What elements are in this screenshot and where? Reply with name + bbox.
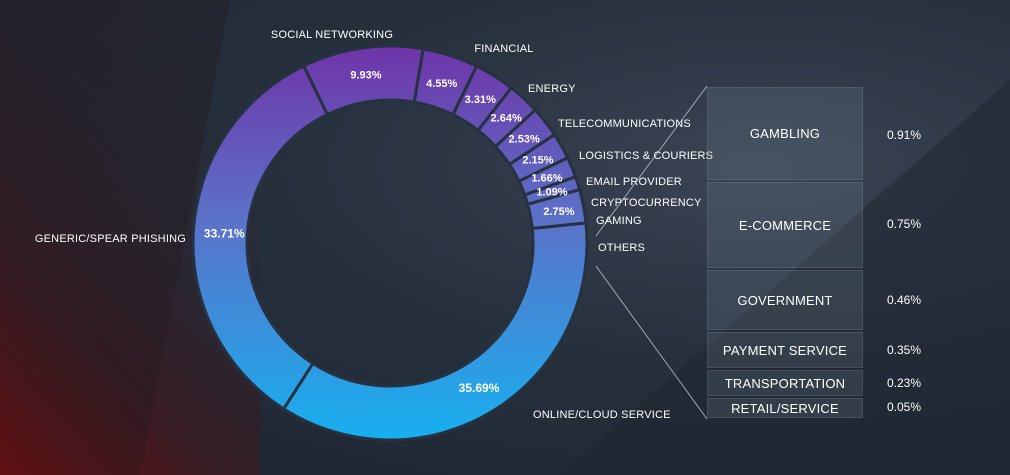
pct-label-gaming: 1.09% [536, 186, 567, 198]
table-row: GAMBLING 0.91% [707, 87, 1007, 180]
pct-label-energy: 3.31% [465, 94, 496, 106]
category-label-financial: FINANCIAL [474, 43, 533, 55]
table-row: GOVERNMENT 0.46% [707, 270, 1007, 330]
category-label-others: OTHERS [598, 242, 645, 254]
pct-label-social-networking: 9.93% [350, 70, 381, 82]
pct-label-online-cloud-service: 35.69% [459, 381, 500, 395]
leader-lines [595, 85, 708, 420]
category-label-social-networking: SOCIAL NETWORKING [271, 29, 393, 41]
pct-label-email-provider: 2.15% [522, 154, 553, 166]
category-labels: SOCIAL NETWORKING FINANCIAL ENERGY TELECOMM… [35, 29, 713, 421]
table-row: E-COMMERCE 0.75% [707, 182, 1007, 268]
pct-label-telecommunications: 2.64% [491, 113, 522, 125]
category-label-online-cloud-service: ONLINE/CLOUD SERVICE [533, 409, 671, 421]
pct-label-generic-spear-phishing: 33.71% [204, 226, 245, 240]
donut-slices [191, 44, 589, 442]
category-label-generic-spear-phishing: GENERIC/SPEAR PHISHING [35, 233, 186, 245]
value-cell: 0.23% [887, 376, 922, 390]
leader-line-top [595, 85, 708, 237]
table-row: RETAIL/SERVICE 0.05% [707, 398, 1007, 418]
value-cell: 0.35% [887, 343, 922, 357]
category-cell: E-COMMERCE [707, 182, 863, 268]
pct-label-others: 2.75% [543, 206, 574, 218]
leader-line-bottom [595, 265, 708, 420]
category-cell: GAMBLING [707, 87, 863, 180]
category-cell: PAYMENT SERVICE [707, 332, 863, 368]
value-cell: 0.91% [887, 128, 922, 142]
category-cell: GOVERNMENT [707, 270, 863, 330]
category-label-email-provider: EMAIL PROVIDER [586, 176, 682, 188]
slice-generic-spear-phishing [191, 63, 330, 411]
table-row: TRANSPORTATION 0.23% [707, 370, 1007, 396]
value-cell: 0.05% [887, 400, 922, 414]
value-cell: 0.75% [887, 217, 922, 231]
category-label-telecommunications: TELECOMMUNICATIONS [558, 118, 691, 130]
value-cell: 0.46% [887, 293, 922, 307]
category-cell: TRANSPORTATION [707, 370, 863, 396]
pct-label-cryptocurrency: 1.66% [531, 173, 562, 185]
slice-online-cloud-service [281, 221, 589, 442]
category-label-energy: ENERGY [528, 83, 576, 95]
percentage-labels: 9.93% 4.55% 3.31% 2.64% 2.53% 2.15% 1.66%1.09%… [204, 70, 575, 395]
category-label-logistics-couriers: LOGISTICS & COURIERS [579, 150, 713, 162]
pct-label-logistics-couriers: 2.53% [509, 134, 540, 146]
category-cell: RETAIL/SERVICE [707, 398, 863, 418]
category-label-cryptocurrency: CRYPTOCURRENCY [591, 197, 702, 209]
category-label-gaming: GAMING [596, 215, 642, 227]
table-row: PAYMENT SERVICE 0.35% [707, 332, 1007, 368]
pct-label-financial: 4.55% [426, 78, 457, 90]
